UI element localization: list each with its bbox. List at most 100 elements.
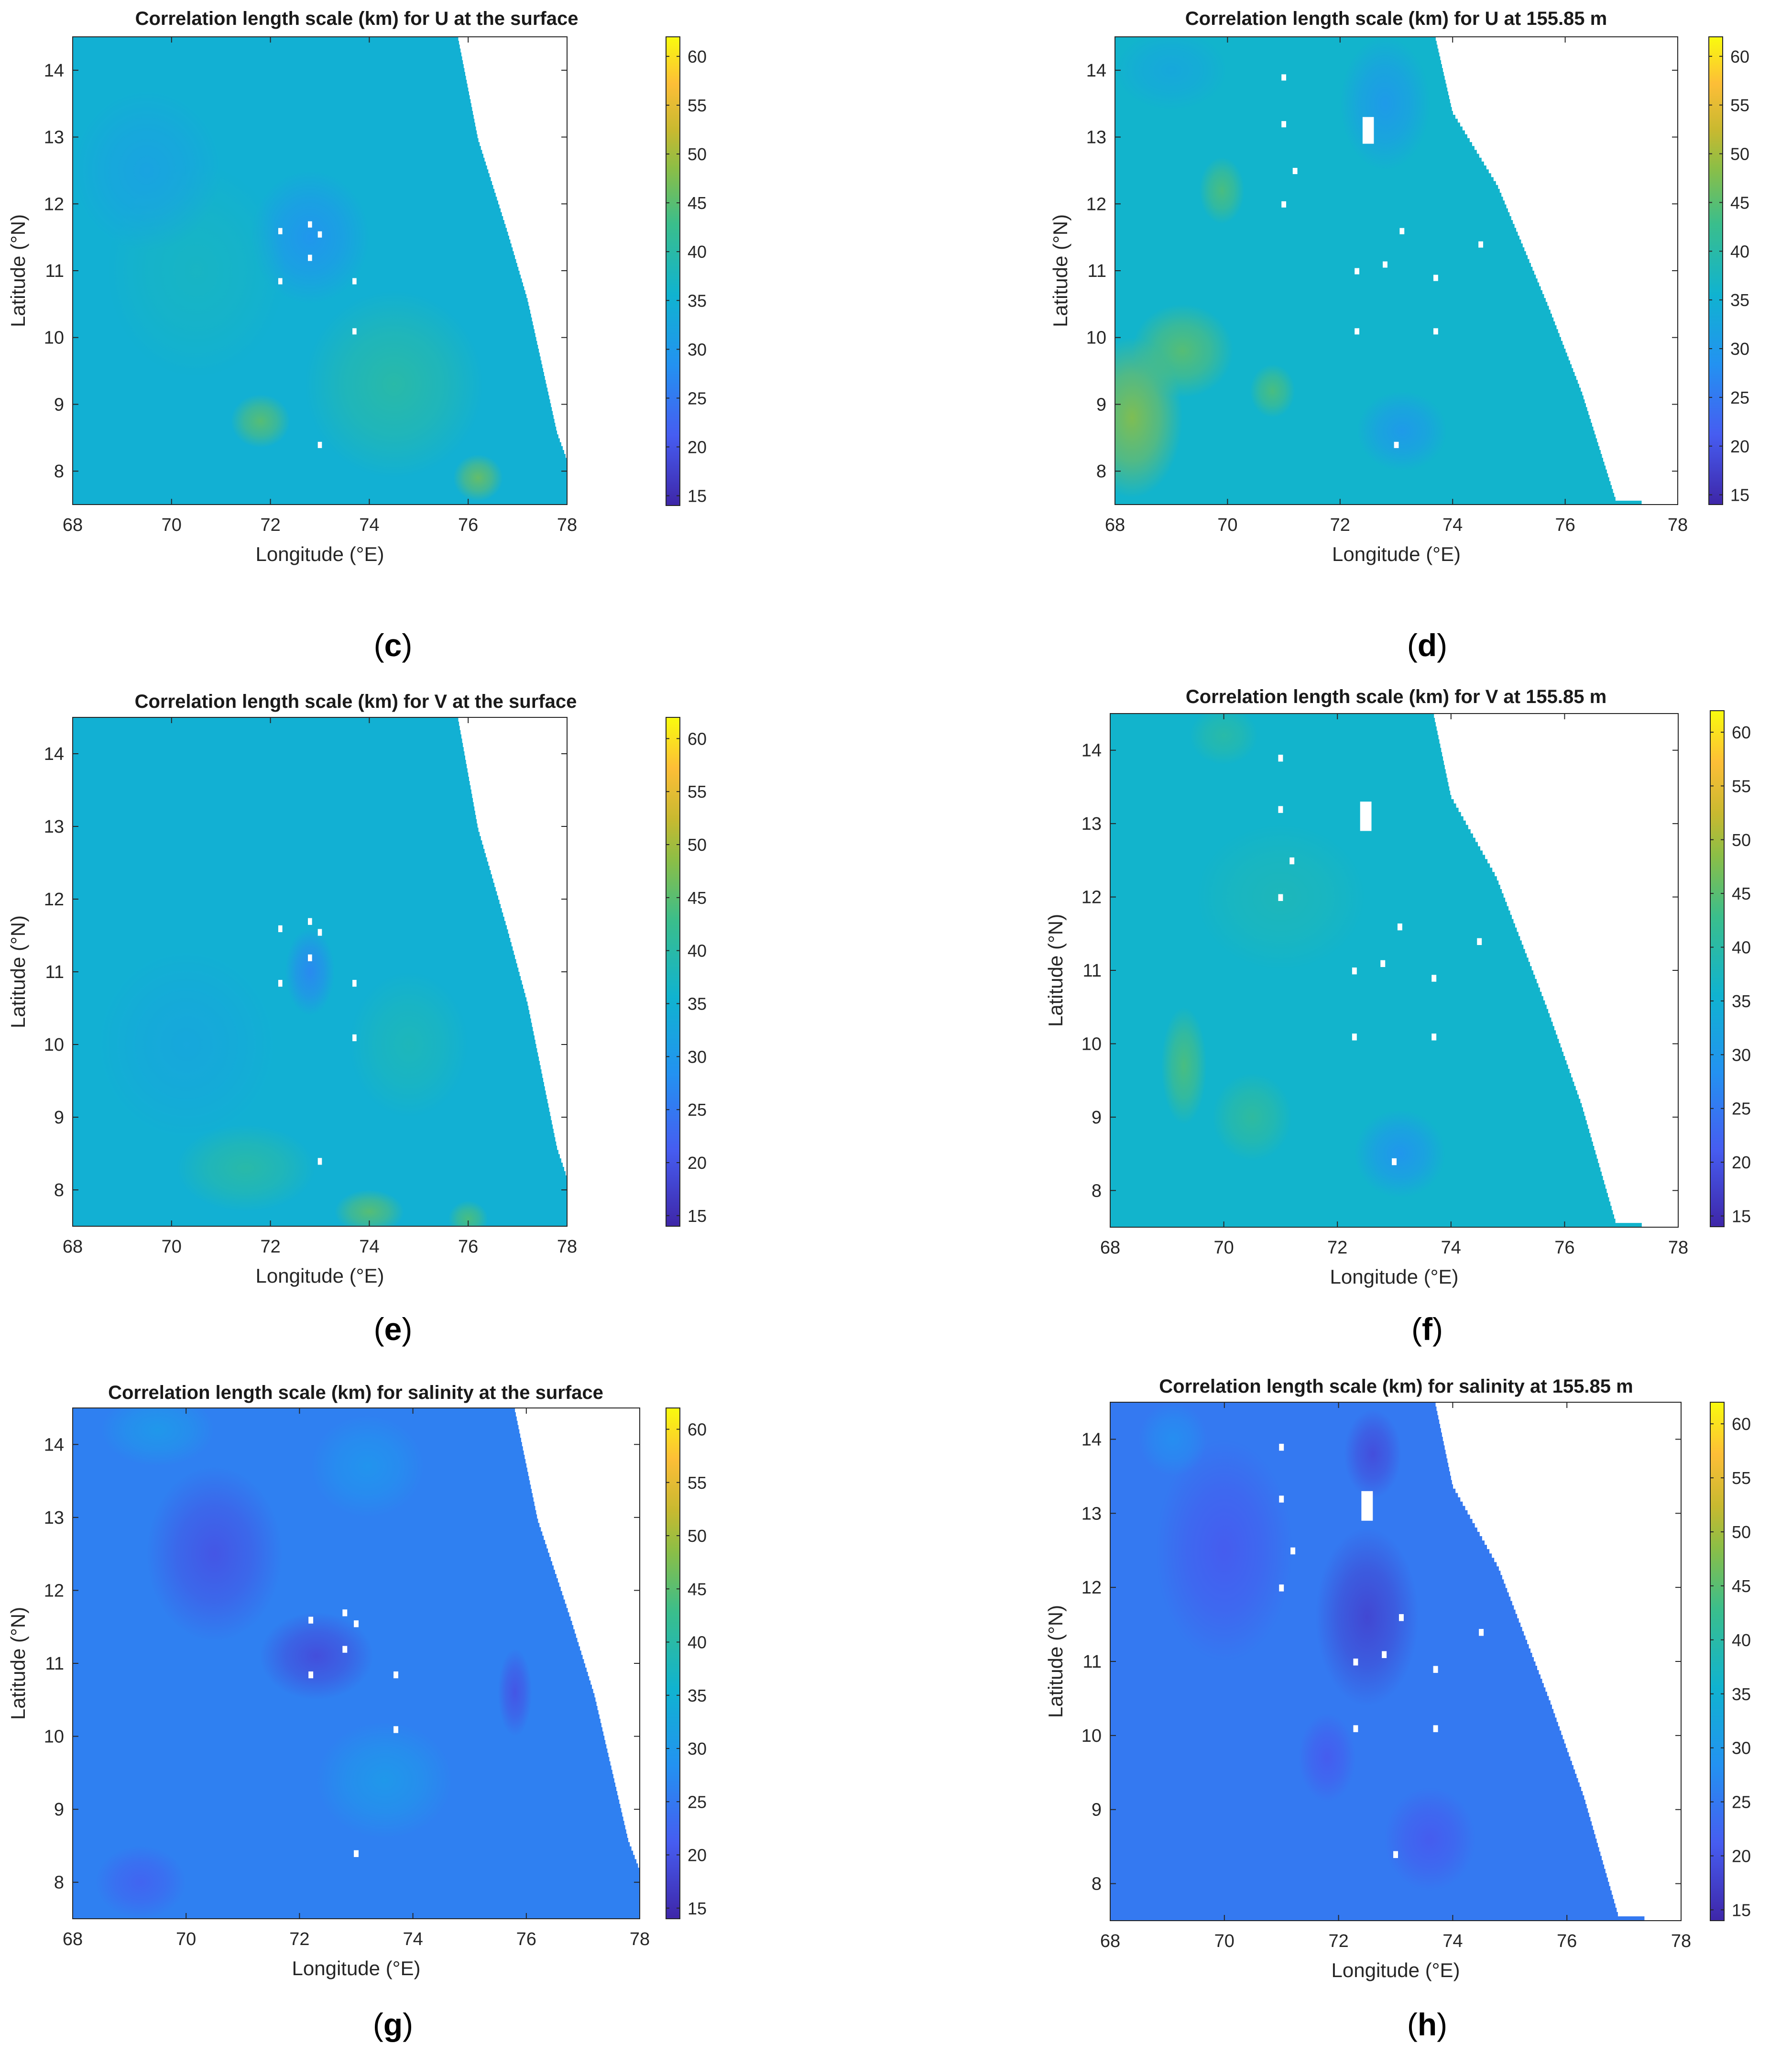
panel-c: Correlation length scale (km) for U at t… [7,8,707,663]
missing-data-cell [1281,201,1287,208]
colorbar-tick-label: 50 [688,1526,707,1546]
y-tick-label: 11 [45,1654,64,1674]
y-tick-label: 12 [44,194,64,214]
colorbar-tick-label: 20 [688,1846,707,1865]
missing-data-cell [1278,894,1283,901]
colorbar [666,717,680,1227]
missing-data-cell [1279,1584,1284,1592]
y-tick-label: 10 [1082,1726,1102,1746]
panel-label: (f) [1411,1311,1443,1347]
panel-f: Correlation length scale (km) for V at 1… [1044,686,1751,1347]
heatmap-anomaly [1250,364,1295,418]
y-tick-label: 9 [54,395,64,415]
heatmap-anomaly [1354,1110,1445,1198]
colorbar-tick-label: 45 [688,1579,707,1599]
y-tick-label: 14 [1082,1429,1102,1450]
colorbar-tick-label: 40 [688,941,707,961]
x-tick-label: 70 [1217,515,1237,535]
x-tick-label: 78 [1671,1931,1691,1951]
missing-data-cell [354,1620,359,1627]
colorbar-tick-label: 25 [1730,388,1749,407]
colorbar-tick-label: 55 [688,96,707,115]
colorbar-tick-label: 35 [688,994,707,1014]
heatmap-anomaly [448,1200,488,1226]
colorbar-tick-label: 55 [1732,776,1751,796]
x-axis-label: Longitude (°E) [256,543,384,565]
x-axis-label: Longitude (°E) [256,1264,384,1287]
missing-data-cell [352,328,357,335]
heatmap-anomaly [453,454,503,502]
missing-data-patch [1360,802,1372,831]
heatmap-anomaly [498,1649,532,1737]
missing-data-cell [1433,328,1438,335]
panel-d: Correlation length scale (km) for U at 1… [1049,8,1749,663]
heatmap-anomaly [73,90,221,251]
missing-data-cell [1394,441,1399,448]
colorbar-tick-label: 35 [1732,1684,1751,1704]
heatmap-anomaly [305,290,483,478]
x-axis-label: Longitude (°E) [1332,543,1461,565]
missing-data-cell [278,979,283,987]
y-tick-label: 10 [1082,1034,1102,1054]
y-tick-label: 13 [44,1508,64,1528]
y-tick-label: 9 [1096,395,1106,415]
y-tick-label: 14 [44,61,64,81]
panel-g: Correlation length scale (km) for salini… [7,1382,707,2042]
colorbar-tick-label: 60 [688,729,707,748]
colorbar [666,36,680,506]
y-tick-label: 11 [1083,1652,1102,1672]
colorbar-tick-label: 60 [688,1420,707,1440]
x-tick-label: 72 [1328,1931,1348,1951]
y-tick-label: 10 [1086,328,1106,348]
y-tick-label: 14 [44,1435,64,1455]
heatmap-anomaly [285,928,335,1016]
y-tick-label: 12 [1082,888,1102,908]
heatmap-anomaly [176,1124,315,1212]
colorbar-tick-label: 25 [1732,1792,1751,1812]
colorbar-tick-label: 55 [1730,96,1749,115]
colorbar [1708,36,1723,505]
missing-data-cell [1393,1851,1398,1858]
colorbar-tick-label: 20 [1732,1153,1751,1172]
missing-data-cell [1433,1666,1438,1673]
missing-data-cell [342,1609,348,1616]
missing-data-cell [393,1671,398,1679]
chart-title: Correlation length scale (km) for U at t… [135,8,579,29]
x-tick-label: 76 [458,515,478,535]
x-tick-label: 78 [1668,515,1688,535]
missing-data-cell [352,278,357,285]
heatmap-anomaly [1190,714,1258,765]
heatmap-field [73,37,567,505]
heatmap-anomaly [311,1415,425,1517]
colorbar-tick-label: 20 [688,1153,707,1173]
land-mask [458,37,567,505]
missing-data-cell [317,929,322,936]
y-axis-label: Latitude (°N) [7,1607,29,1720]
panel-label: (c) [374,627,413,663]
y-tick-label: 8 [54,1873,64,1893]
y-tick-label: 9 [1092,1800,1102,1820]
missing-data-cell [342,1646,348,1653]
missing-data-cell [308,1671,314,1679]
heatmap-anomaly [260,1612,373,1700]
y-tick-label: 12 [1086,194,1106,214]
y-axis-label: Latitude (°N) [1044,914,1067,1027]
missing-data-cell [1477,938,1482,945]
y-tick-label: 9 [54,1800,64,1820]
heatmap-anomaly [101,1408,215,1467]
missing-data-cell [1352,1033,1357,1041]
colorbar-tick-label: 25 [688,1100,707,1120]
colorbar-tick-label: 35 [1732,991,1751,1011]
panel-label: (h) [1407,2007,1447,2042]
y-tick-label: 11 [45,962,64,982]
colorbar-tick-label: 30 [688,340,707,359]
heatmap-anomaly [1344,1409,1401,1499]
y-axis-label: Latitude (°N) [1044,1605,1067,1718]
missing-data-cell [1279,1495,1284,1503]
missing-data-cell [1290,1547,1296,1555]
y-axis-label: Latitude (°N) [1049,214,1071,327]
x-tick-label: 68 [63,1929,83,1949]
colorbar-tick-label: 30 [1732,1045,1751,1065]
heatmap-anomaly [1357,391,1447,472]
